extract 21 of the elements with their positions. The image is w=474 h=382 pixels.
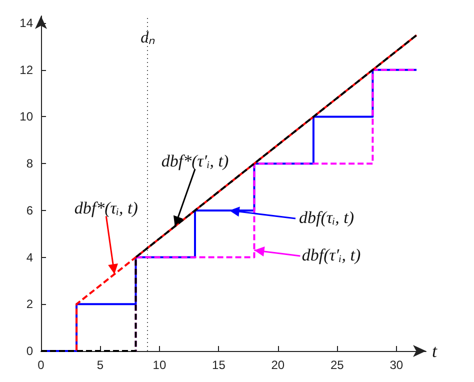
y-tick-label: 4	[26, 250, 34, 264]
x-tick-label: 5	[96, 358, 104, 372]
y-tick-label: 10	[20, 110, 34, 124]
annotation: dbf(τ′ᵢ, t)	[302, 245, 361, 264]
y-tick-label: 2	[26, 297, 34, 312]
x-axis-title: t	[432, 341, 438, 361]
annotation: dbf*(τ′ᵢ, t)	[161, 152, 229, 171]
y-tick-label: 6	[26, 203, 34, 218]
x-tick-label: 0	[38, 358, 45, 372]
y-tick-label: 8	[26, 156, 34, 171]
y-tick-label: 0	[26, 344, 34, 358]
annotation: dbf*(τᵢ, t)	[74, 198, 138, 218]
y-tick-label: 14	[20, 16, 34, 30]
y-tick-label: 12	[20, 62, 34, 77]
ref-line-label: dₙ	[140, 30, 156, 46]
annotation: dbf(τᵢ, t)	[298, 208, 354, 227]
x-tick-label: 20	[271, 358, 285, 372]
x-tick-label: 30	[390, 358, 404, 372]
x-tick-label: 15	[212, 358, 226, 372]
x-tick-label: 25	[330, 358, 344, 372]
x-tick-label: 10	[152, 358, 166, 372]
